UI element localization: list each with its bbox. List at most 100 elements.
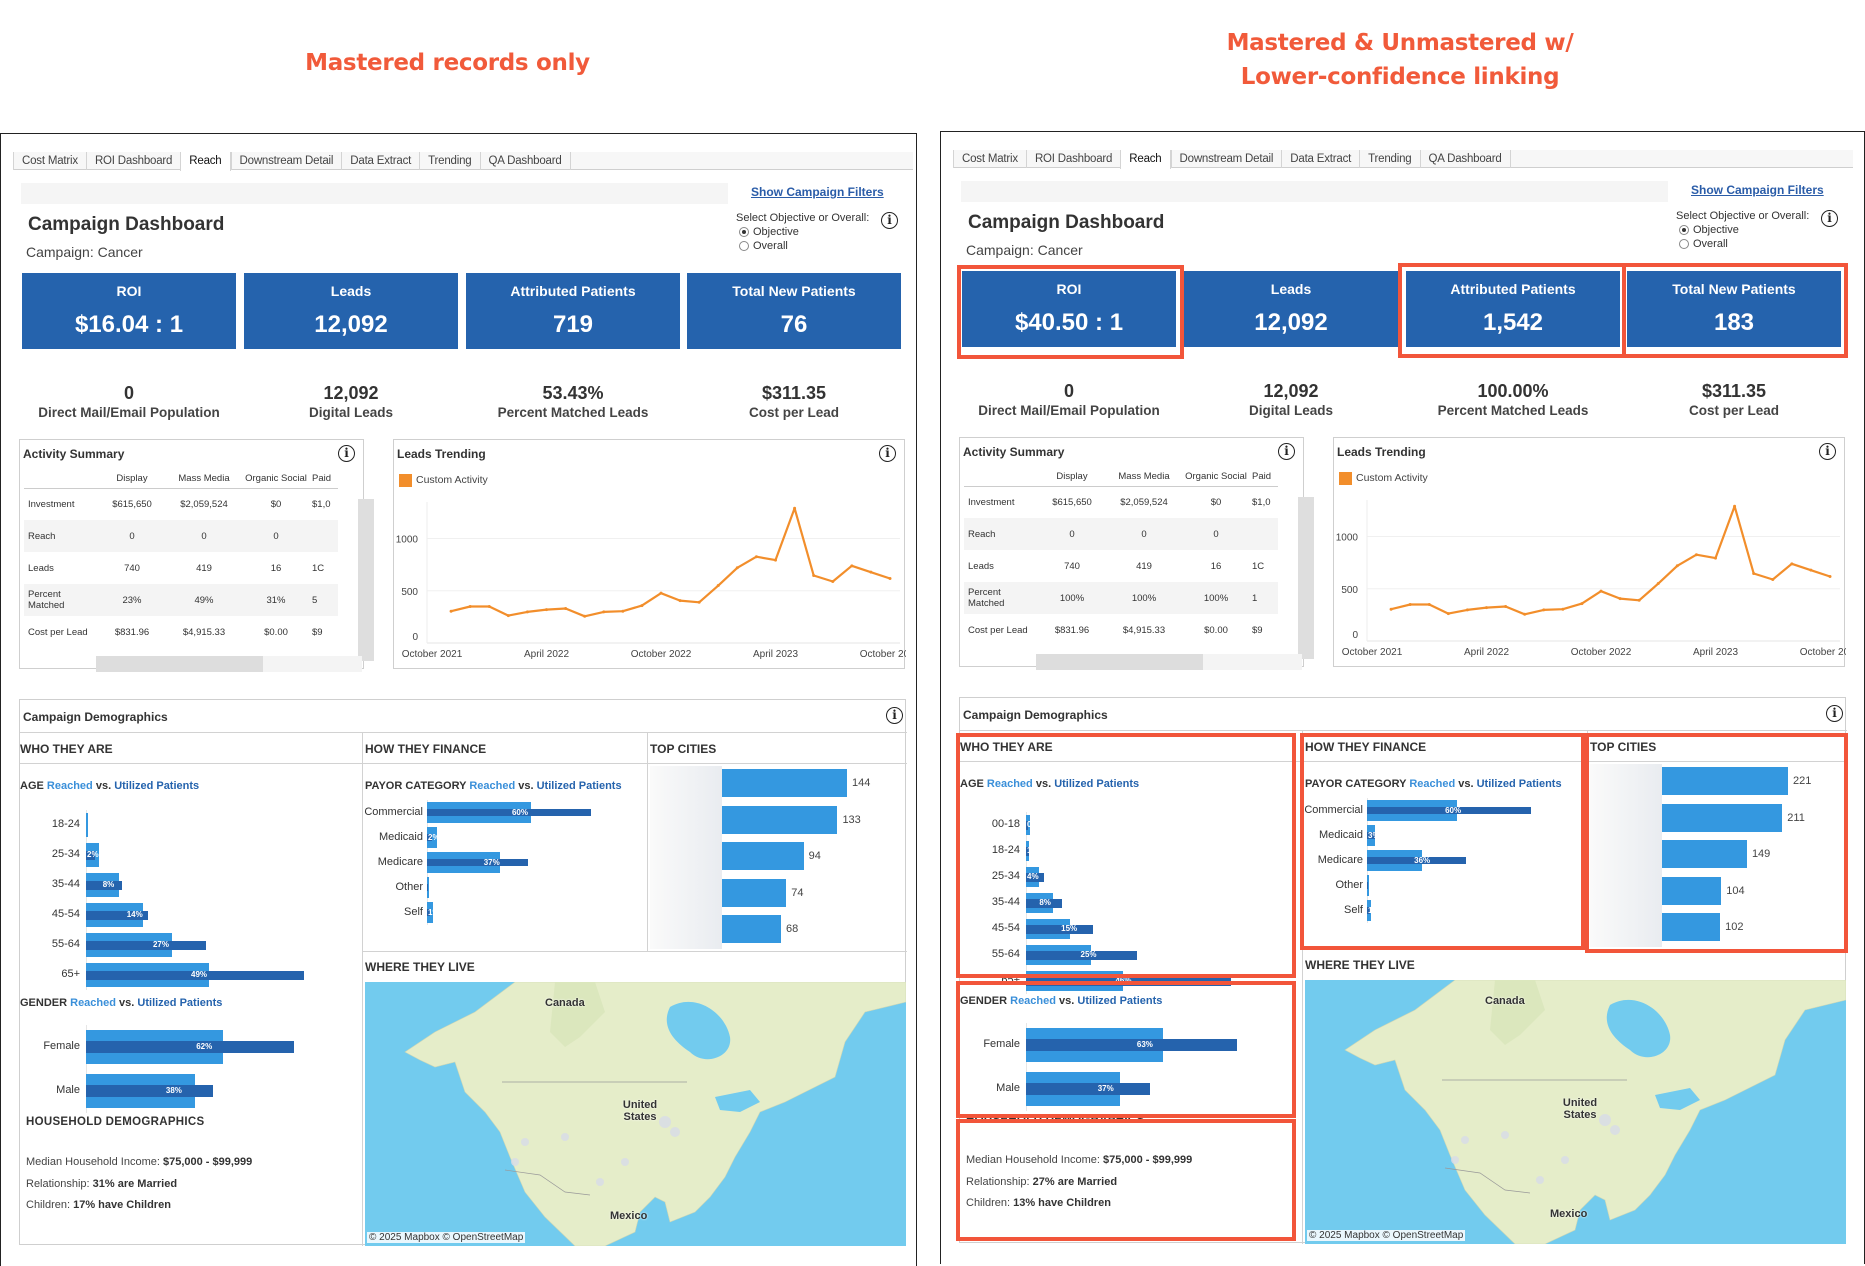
trend-point[interactable] [735,566,739,570]
trend-point[interactable] [1809,568,1813,572]
utilized-bar[interactable] [1026,846,1029,856]
city-bar[interactable] [1662,840,1747,868]
trend-point[interactable] [1465,608,1469,612]
trend-point[interactable] [1618,597,1622,601]
tab-downstream-detail[interactable]: Downstream Detail [1170,150,1282,168]
utilized-bar[interactable] [1367,832,1376,839]
info-icon[interactable]: i [338,445,355,462]
trend-point[interactable] [1599,589,1603,593]
info-icon[interactable]: i [881,212,898,229]
utilized-bar[interactable] [1026,1039,1238,1051]
utilized-bar[interactable] [427,834,433,841]
radio-objective[interactable]: Objective [739,226,799,238]
tab-qa-dashboard[interactable]: QA Dashboard [479,152,571,170]
tab-cost-matrix[interactable]: Cost Matrix [953,150,1026,168]
trend-point[interactable] [888,576,892,580]
trend-point[interactable] [1580,602,1584,606]
trend-point[interactable] [1542,608,1546,612]
utilized-bar[interactable] [86,1041,294,1053]
show-campaign-filters-link[interactable]: Show Campaign Filters [1691,183,1824,197]
vertical-scrollbar[interactable] [1298,497,1314,659]
trend-point[interactable] [468,605,472,609]
trend-point[interactable] [1408,603,1412,607]
utilized-bar[interactable] [1367,907,1370,914]
utilized-bar[interactable] [1026,950,1138,960]
radio-overall[interactable]: Overall [739,240,788,252]
trend-point[interactable] [525,610,529,614]
horizontal-scrollbar-thumb[interactable] [96,656,263,672]
trend-point[interactable] [754,555,758,559]
trend-point[interactable] [506,614,510,618]
info-icon[interactable]: i [1278,443,1295,460]
utilized-bar[interactable] [86,1085,214,1097]
trend-point[interactable] [602,610,606,614]
trend-point[interactable] [1637,598,1641,602]
utilized-bar[interactable] [86,880,122,890]
tab-data-extract[interactable]: Data Extract [1281,150,1359,168]
trend-point[interactable] [1733,504,1737,508]
radio-objective-button[interactable] [739,227,749,237]
trend-point[interactable] [850,564,854,568]
vertical-scrollbar[interactable] [358,499,374,661]
trend-line-custom-activity[interactable] [450,507,891,618]
trend-point[interactable] [1446,612,1450,616]
info-icon[interactable]: i [879,445,896,462]
tab-roi-dashboard[interactable]: ROI Dashboard [85,152,180,170]
city-bar[interactable] [1662,803,1783,832]
trend-point[interactable] [1675,564,1679,568]
trend-point[interactable] [545,608,548,612]
utilized-bar[interactable] [1026,924,1093,934]
reached-bar[interactable] [1026,815,1030,835]
utilized-bar[interactable] [86,850,95,860]
utilized-bar[interactable] [1026,820,1028,830]
radio-overall[interactable]: Overall [1679,238,1728,250]
reached-bar[interactable] [86,813,88,837]
trend-point[interactable] [1561,607,1565,611]
info-icon[interactable]: i [1826,705,1843,722]
trend-point[interactable] [1771,577,1775,581]
where-they-live-map[interactable]: Canada United States Mexico © 2025 Mapbo… [365,982,906,1246]
trend-point[interactable] [583,614,587,618]
info-icon[interactable]: i [1819,443,1836,460]
utilized-bar[interactable] [1026,872,1044,882]
trend-point[interactable] [1389,607,1393,611]
utilized-bar[interactable] [427,809,592,816]
utilized-bar[interactable] [1026,1083,1150,1095]
tab-downstream-detail[interactable]: Downstream Detail [230,152,342,170]
info-icon[interactable]: i [886,707,903,724]
trend-point[interactable] [1523,612,1527,616]
trend-point[interactable] [1694,553,1698,557]
utilized-bar[interactable] [1367,882,1368,889]
utilized-bar[interactable] [86,940,207,950]
city-bar[interactable] [1662,767,1788,795]
utilized-bar[interactable] [427,909,430,916]
trend-point[interactable] [1656,582,1660,586]
trend-point[interactable] [1427,603,1431,607]
trend-point[interactable] [1504,605,1508,609]
tab-reach[interactable]: Reach [180,152,231,171]
trend-point[interactable] [831,579,835,583]
trend-point[interactable] [659,591,663,595]
utilized-bar[interactable] [86,910,149,920]
city-bar[interactable] [722,769,847,797]
trend-point[interactable] [487,605,491,609]
utilized-bar[interactable] [427,859,529,866]
trend-point[interactable] [793,506,797,510]
utilized-bar[interactable] [86,970,305,980]
utilized-bar[interactable] [1026,898,1062,908]
radio-objective-button[interactable] [1679,225,1689,235]
trend-point[interactable] [449,609,453,613]
info-icon[interactable]: i [1821,210,1838,227]
city-bar[interactable] [722,805,838,834]
trend-point[interactable] [869,570,873,574]
trend-point[interactable] [678,599,682,603]
tab-cost-matrix[interactable]: Cost Matrix [13,152,86,170]
trend-point[interactable] [774,558,777,562]
trend-point[interactable] [1714,556,1717,560]
radio-objective[interactable]: Objective [1679,224,1739,236]
trend-point[interactable] [640,604,644,608]
horizontal-scrollbar-thumb[interactable] [1036,654,1203,670]
trend-point[interactable] [1485,606,1488,610]
tab-roi-dashboard[interactable]: ROI Dashboard [1025,150,1120,168]
trend-point[interactable] [1828,574,1832,578]
